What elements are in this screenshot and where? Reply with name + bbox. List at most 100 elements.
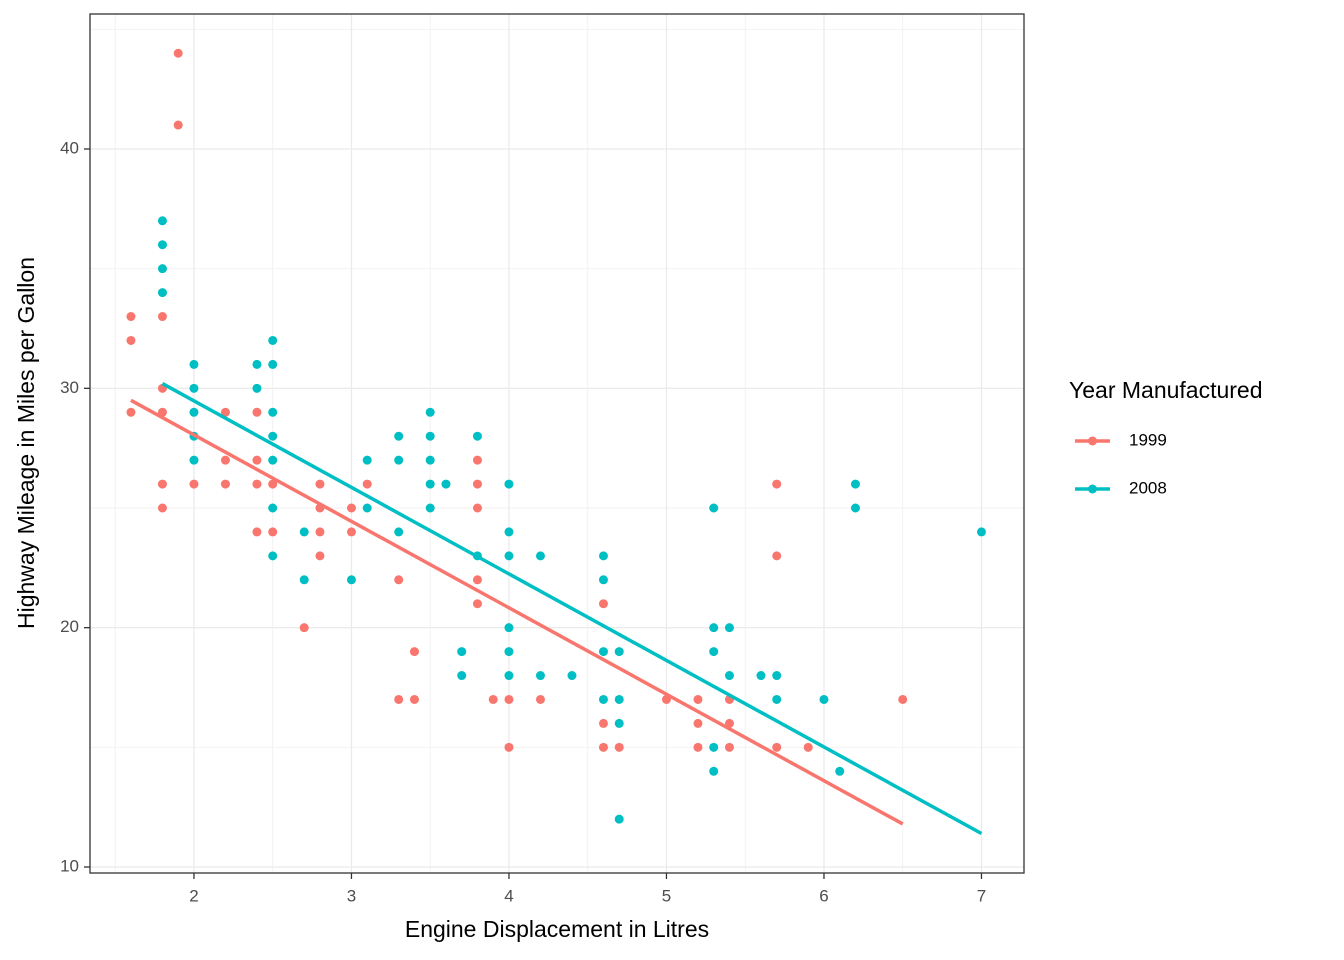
point — [756, 671, 766, 681]
point — [268, 503, 278, 513]
point — [252, 455, 262, 465]
point — [425, 455, 435, 465]
point — [157, 216, 167, 226]
point — [173, 48, 183, 58]
point — [614, 647, 624, 657]
point — [157, 240, 167, 250]
point — [772, 479, 782, 489]
point — [598, 694, 608, 704]
point — [724, 671, 734, 681]
point — [598, 599, 608, 609]
point — [850, 503, 860, 513]
point — [425, 407, 435, 417]
point — [268, 407, 278, 417]
point — [803, 742, 813, 752]
point — [850, 479, 860, 489]
point — [598, 551, 608, 561]
point — [189, 359, 199, 369]
point — [268, 455, 278, 465]
point — [425, 503, 435, 513]
point — [504, 551, 514, 561]
point — [157, 312, 167, 322]
point — [268, 479, 278, 489]
legend-entry: 2008 — [1075, 478, 1167, 497]
point — [504, 623, 514, 633]
point — [268, 335, 278, 345]
point — [709, 647, 719, 657]
panel-border — [89, 13, 1025, 874]
legend-label: 2008 — [1129, 478, 1167, 497]
point — [709, 766, 719, 776]
point — [819, 694, 829, 704]
point — [346, 503, 356, 513]
point — [252, 383, 262, 393]
point — [394, 694, 404, 704]
point — [772, 742, 782, 752]
point — [598, 647, 608, 657]
point — [504, 742, 514, 752]
y-tick-label: 10 — [60, 857, 79, 876]
y-axis-label: Highway Mileage in Miles per Gallon — [13, 257, 39, 629]
point — [299, 527, 309, 537]
point — [441, 479, 451, 489]
point — [189, 455, 199, 465]
point — [693, 694, 703, 704]
point — [724, 742, 734, 752]
point — [394, 431, 404, 441]
point — [535, 694, 545, 704]
point — [299, 623, 309, 633]
point — [315, 551, 325, 561]
x-tick-label: 6 — [819, 886, 828, 905]
point — [157, 288, 167, 298]
point — [614, 742, 624, 752]
point — [126, 335, 136, 345]
point — [835, 766, 845, 776]
point — [472, 431, 482, 441]
point — [315, 479, 325, 489]
point — [157, 503, 167, 513]
point — [535, 671, 545, 681]
legend-key-point — [1088, 484, 1097, 494]
point — [189, 407, 199, 417]
point — [268, 359, 278, 369]
point — [362, 503, 372, 513]
point — [126, 407, 136, 417]
point — [614, 694, 624, 704]
point — [157, 479, 167, 489]
point — [598, 575, 608, 585]
point — [976, 527, 986, 537]
point — [472, 599, 482, 609]
point — [488, 694, 498, 704]
point — [504, 527, 514, 537]
legend-key-point — [1088, 436, 1097, 446]
point — [425, 431, 435, 441]
trend-line — [161, 382, 983, 836]
point — [346, 527, 356, 537]
point — [362, 479, 372, 489]
x-axis-label: Engine Displacement in Litres — [405, 916, 709, 942]
point — [772, 551, 782, 561]
point — [220, 407, 230, 417]
point — [189, 479, 199, 489]
point — [472, 479, 482, 489]
point — [709, 742, 719, 752]
point — [362, 455, 372, 465]
x-tick-label: 4 — [504, 886, 513, 905]
x-tick-label: 5 — [662, 886, 671, 905]
point — [504, 647, 514, 657]
point — [724, 623, 734, 633]
point — [268, 527, 278, 537]
point — [898, 694, 908, 704]
point — [457, 647, 467, 657]
x-tick-label: 3 — [347, 886, 356, 905]
point — [394, 575, 404, 585]
point — [772, 671, 782, 681]
point — [567, 671, 577, 681]
y-tick-label: 30 — [60, 378, 79, 397]
x-tick-label: 7 — [977, 886, 986, 905]
point — [252, 527, 262, 537]
point — [220, 455, 230, 465]
point — [772, 694, 782, 704]
point — [472, 503, 482, 513]
